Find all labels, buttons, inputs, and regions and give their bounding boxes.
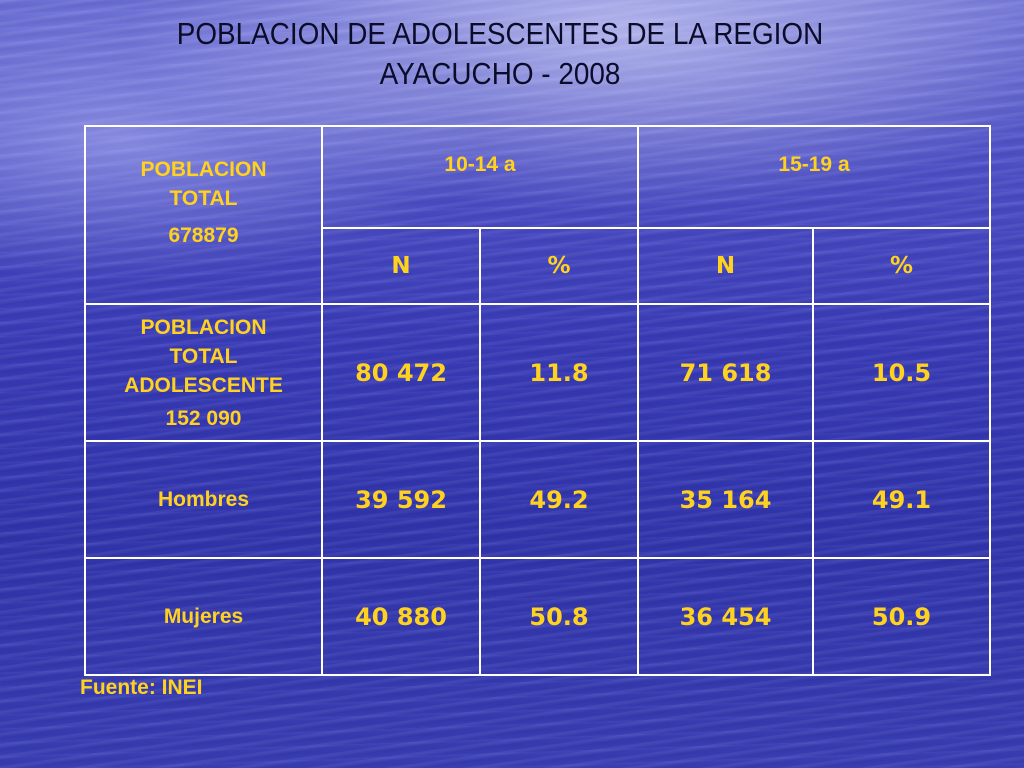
title-line-1: POBLACION DE ADOLESCENTES DE LA REGION <box>176 16 824 51</box>
row-label-adolescent-total: POBLACION TOTAL ADOLESCENTE 152 090 <box>84 303 323 442</box>
title-line-2: AYACUCHO - 2008 <box>379 56 621 91</box>
subheader-pct-10-14: % <box>478 227 640 305</box>
cell-value: 39 592 <box>321 440 481 559</box>
table-row: POBLACION TOTAL ADOLESCENTE 152 090 80 4… <box>84 303 992 442</box>
row-label-mujeres: Mujeres <box>84 557 323 676</box>
cell-value: 36 454 <box>637 557 815 676</box>
header-total-value: 678879 <box>168 224 239 247</box>
cell-value: 40 880 <box>321 557 481 676</box>
population-table: POBLACION TOTAL 678879 10-14 a 15-19 a N… <box>84 125 992 676</box>
header-label-line-2: TOTAL <box>169 187 238 210</box>
cell-value: 49.1 <box>812 440 992 559</box>
cell-value: 35 164 <box>637 440 815 559</box>
cell-value: 10.5 <box>812 303 992 442</box>
table-subheader-row: N % N % <box>85 227 992 305</box>
total-population-header: POBLACION TOTAL 678879 <box>84 125 323 305</box>
subheader-pct-15-19: % <box>812 227 992 305</box>
subheader-n-15-19: N <box>637 227 815 305</box>
cell-value: 50.8 <box>478 557 640 676</box>
table-row: Mujeres 40 880 50.8 36 454 50.9 <box>84 557 992 676</box>
row-label-hombres: Hombres <box>84 440 323 559</box>
row-label-line-3: ADOLESCENTE <box>124 373 283 397</box>
table-row: Hombres 39 592 49.2 35 164 49.1 <box>84 440 992 559</box>
group-header-10-14: 10-14 a <box>320 125 640 229</box>
slide-title: POBLACION DE ADOLESCENTES DE LA REGION A… <box>50 14 950 94</box>
cell-value: 71 618 <box>637 303 815 442</box>
row-label-line-1: POBLACION <box>140 315 267 339</box>
subheader-n-10-14: N <box>321 227 481 305</box>
source-note: Fuente: INEI <box>80 676 203 699</box>
cell-value: 80 472 <box>321 303 481 442</box>
cell-value: 49.2 <box>478 440 640 559</box>
table-header-row: POBLACION TOTAL 678879 10-14 a 15-19 a <box>84 125 992 305</box>
cell-value: 50.9 <box>812 557 992 676</box>
group-header-15-19: 15-19 a <box>637 125 992 229</box>
cell-value: 11.8 <box>478 303 640 442</box>
header-label-line-1: POBLACION <box>140 158 267 181</box>
row-label-line-2: TOTAL <box>169 344 238 368</box>
row-label-total-value: 152 090 <box>165 406 242 430</box>
